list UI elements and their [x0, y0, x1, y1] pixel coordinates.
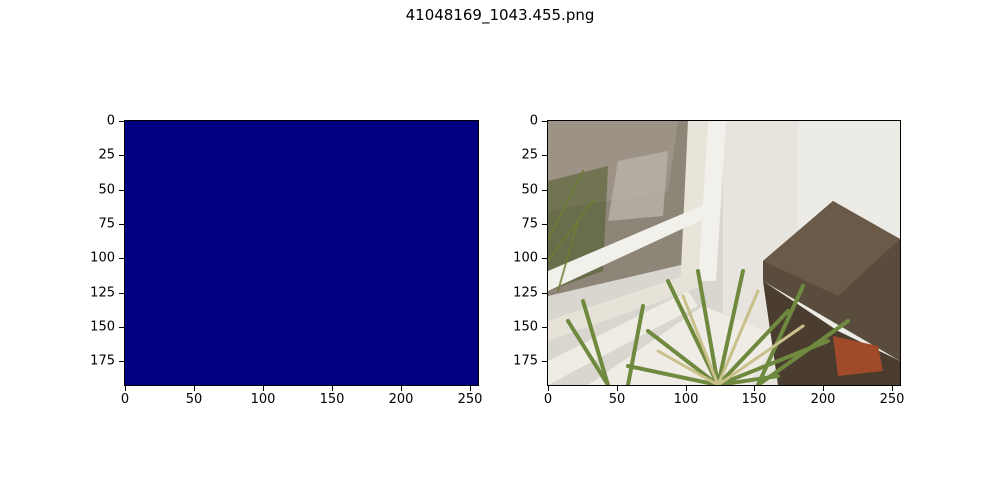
- mask-y-tick: [119, 121, 124, 122]
- photo-x-tick-label: 100: [673, 392, 699, 407]
- mask-y-tick: [119, 190, 124, 191]
- mask-y-tick: [119, 293, 124, 294]
- photo-y-tick: [542, 361, 547, 362]
- mask-x-tick-label: 0: [120, 392, 130, 407]
- mask-x-tick: [401, 386, 402, 391]
- mask-y-tick-label: 0: [106, 113, 115, 129]
- photo-x-tick-label: 150: [741, 392, 767, 407]
- photo-y-tick-label: 50: [521, 182, 538, 198]
- figure-title: 41048169_1043.455.png: [405, 6, 595, 24]
- photo-y-tick-label: 75: [521, 216, 538, 232]
- photo-y-tick: [542, 155, 547, 156]
- mask-y-tick: [119, 258, 124, 259]
- photo-image: [548, 121, 900, 385]
- photo-x-tick: [892, 386, 893, 391]
- mask-y-tick-label: 75: [98, 216, 115, 232]
- mask-y-tick: [119, 224, 124, 225]
- photo-x-tick: [617, 386, 618, 391]
- photo-x-tick: [754, 386, 755, 391]
- photo-y-tick-label: 0: [529, 113, 538, 129]
- mask-x-tick-label: 100: [250, 392, 276, 407]
- mask-y-tick-label: 150: [90, 319, 115, 335]
- mask-x-tick: [194, 386, 195, 391]
- photo-y-tick-label: 125: [513, 285, 538, 301]
- mask-x-tick: [470, 386, 471, 391]
- photo-x-tick: [686, 386, 687, 391]
- photo-y-tick-label: 175: [513, 353, 538, 369]
- photo-x-tick: [823, 386, 824, 391]
- mask-y-tick: [119, 327, 124, 328]
- photo-y-tick: [542, 258, 547, 259]
- photo-y-tick: [542, 121, 547, 122]
- photo-axes-frame: [547, 120, 901, 386]
- mask-axes-frame: [124, 120, 479, 386]
- photo-y-tick-label: 25: [521, 147, 538, 163]
- mask-x-tick-label: 50: [185, 392, 203, 407]
- mask-x-tick: [332, 386, 333, 391]
- photo-x-tick-label: 50: [608, 392, 626, 407]
- mask-y-tick: [119, 155, 124, 156]
- photo-y-tick: [542, 190, 547, 191]
- mask-y-tick: [119, 361, 124, 362]
- photo-y-tick-label: 100: [513, 250, 538, 266]
- photo-drawing: [548, 121, 900, 385]
- photo-y-tick: [542, 293, 547, 294]
- mask-x-tick: [263, 386, 264, 391]
- photo-y-tick: [542, 224, 547, 225]
- mask-x-tick-label: 150: [319, 392, 345, 407]
- mask-y-tick-label: 125: [90, 285, 115, 301]
- mask-y-tick-label: 100: [90, 250, 115, 266]
- mask-x-tick-label: 200: [388, 392, 414, 407]
- photo-y-tick-label: 150: [513, 319, 538, 335]
- mask-image: [125, 121, 478, 385]
- mask-x-tick-label: 250: [457, 392, 483, 407]
- photo-x-tick-label: 250: [879, 392, 905, 407]
- mask-y-tick-label: 50: [98, 182, 115, 198]
- mask-y-tick-label: 25: [98, 147, 115, 163]
- photo-x-tick-label: 200: [810, 392, 836, 407]
- mask-x-tick: [125, 386, 126, 391]
- photo-y-tick: [542, 327, 547, 328]
- photo-x-tick: [548, 386, 549, 391]
- mask-y-tick-label: 175: [90, 353, 115, 369]
- photo-x-tick-label: 0: [543, 392, 553, 407]
